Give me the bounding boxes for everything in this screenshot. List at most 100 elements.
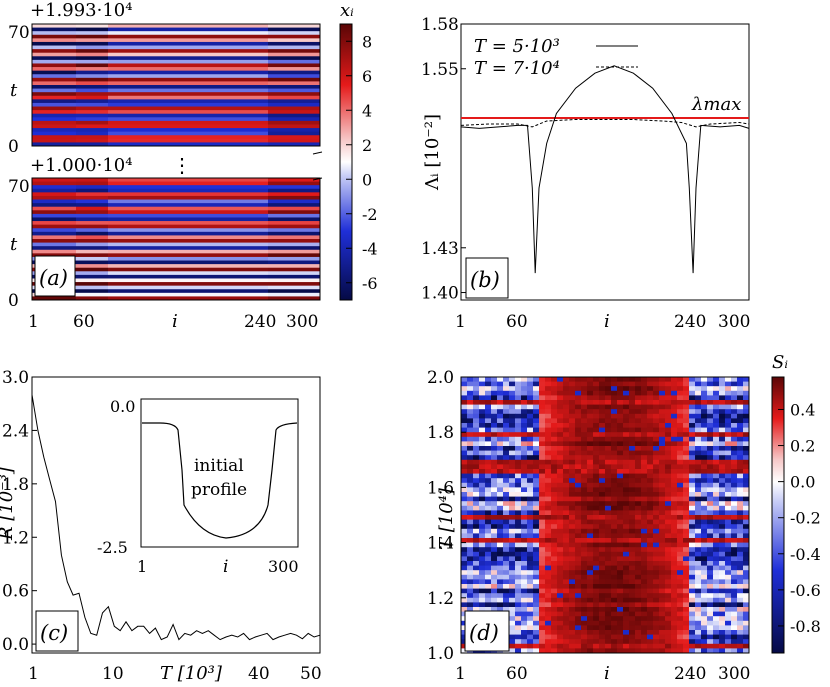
panel-d-heat-cell <box>485 469 492 474</box>
panel-a-heat-cell <box>268 231 320 236</box>
panel-d-heat-cell <box>569 423 576 428</box>
panel-d-heat-cell <box>599 501 606 507</box>
panel-d-heat-cell <box>515 418 522 424</box>
panel-d-heat-cell <box>503 505 510 511</box>
panel-a-heat-cell <box>76 142 108 147</box>
panel-d-heat-cell <box>587 473 594 479</box>
panel-d-heat-cell <box>701 533 708 539</box>
panel-d-heat-cell <box>719 432 726 438</box>
panel-d-heat-cell <box>581 607 588 612</box>
panel-d-heat-cell <box>677 648 684 654</box>
panel-d-heat-cell <box>635 528 642 534</box>
panel-d-heat-cell <box>587 551 594 557</box>
panel-d-heat-cell <box>713 625 720 631</box>
panel-d-heat-cell <box>629 510 636 516</box>
panel-d-heat-cell <box>515 565 522 571</box>
panel-d-heat-cell <box>479 436 486 442</box>
panel-d-heat-cell <box>731 551 738 557</box>
panel-d-heat-cell <box>671 441 678 447</box>
panel-d-heat-cell <box>539 593 546 599</box>
panel-a-top-frame <box>31 23 321 147</box>
panel-d-heat-cell <box>593 464 600 470</box>
panel-d-heat-cell <box>671 634 678 640</box>
panel-a-heat-cell <box>32 199 76 204</box>
panel-d-heat-cell <box>575 400 582 405</box>
panel-d-heat-cell <box>569 450 576 456</box>
panel-d-heat-cell <box>587 542 594 548</box>
panel-d-heat-cell <box>665 648 672 654</box>
panel-d-heat-cell <box>599 597 606 603</box>
panel-d-heat-cell <box>725 455 732 461</box>
panel-d-heat-cell <box>503 418 510 424</box>
panel-a-heat-cell <box>268 124 320 129</box>
panel-d-heat-cell <box>539 409 546 415</box>
panel-d-heat-cell <box>623 607 630 612</box>
panel-d-heat-cell <box>461 505 468 511</box>
panel-d-heat-cell <box>575 469 582 474</box>
panel-d-heat-cell <box>581 542 588 548</box>
panel-d-heat-cell <box>665 528 672 534</box>
panel-d-heat-cell <box>497 588 504 594</box>
panel-d-xtick-300: 300 <box>718 664 750 684</box>
panel-d-heat-cell <box>683 639 690 645</box>
panel-d-heat-cell <box>659 556 666 562</box>
panel-d-heat-cell <box>557 634 564 640</box>
panel-d-heat-cell <box>641 542 648 548</box>
panel-d-heat-cell <box>569 597 576 603</box>
panel-d-heat-cell <box>731 630 738 635</box>
panel-d-heat-cell <box>647 528 654 534</box>
panel-d-heat-cell <box>569 469 576 474</box>
panel-d-heat-cell <box>641 607 648 612</box>
panel-d-heat-cell <box>695 584 702 589</box>
panel-d-heat-cell <box>575 441 582 447</box>
panel-d-heat-cell <box>671 551 678 557</box>
panel-d-heat-cell <box>497 602 504 608</box>
panel-d-heat-cell <box>563 616 570 622</box>
panel-c-inset-ytick-top: 0.0 <box>110 397 135 416</box>
panel-d-heat-cell <box>599 588 606 594</box>
panel-d-heat-cell <box>581 400 588 405</box>
panel-a-heat-cell <box>76 260 108 265</box>
panel-d-heat-cell <box>743 413 750 419</box>
panel-d-heat-cell <box>563 482 570 488</box>
panel-d-heat-cell <box>647 561 654 566</box>
panel-d-heat-cell <box>521 478 528 484</box>
panel-a-heat-cell <box>76 59 108 64</box>
panel-d-heat-cell <box>635 404 642 410</box>
panel-d-heat-cell <box>707 377 714 382</box>
panel-d-heat-cell <box>695 639 702 645</box>
panel-d-ytick-label: 2.0 <box>427 368 454 388</box>
panel-d-heat-cell <box>605 648 612 654</box>
panel-a-xtick-1: 1 <box>28 312 39 332</box>
panel-d-heat-cell <box>701 602 708 608</box>
panel-d-heat-cell <box>641 423 648 428</box>
panel-a-heat-cell <box>76 113 108 118</box>
panel-d-heat-cell <box>521 487 528 493</box>
panel-d-heat-cell <box>521 528 528 534</box>
panel-d-heat-cell <box>683 427 690 433</box>
panel-d-heat-cell <box>623 588 630 594</box>
panel-d-heat-cell <box>557 418 564 424</box>
panel-d-heat-cell <box>707 528 714 534</box>
panel-d-heat-cell <box>473 551 480 557</box>
panel-d-heat-cell <box>467 501 474 507</box>
panel-d-heat-cell <box>677 556 684 562</box>
panel-d-heat-cell <box>653 620 660 626</box>
panel-d-heat-cell <box>575 565 582 571</box>
panel-d-heat-cell <box>509 487 516 493</box>
panel-d-heat-cell <box>629 611 636 617</box>
panel-d-heat-cell <box>491 556 498 562</box>
panel-d-heat-cell <box>671 643 678 649</box>
panel-d-heat-cell <box>515 404 522 410</box>
panel-d-heat-cell <box>641 630 648 635</box>
panel-a-heat-cell <box>108 135 268 140</box>
panel-d-heat-cell <box>713 505 720 511</box>
panel-d-heat-cell <box>665 556 672 562</box>
panel-d-heat-cell <box>479 510 486 516</box>
panel-a-heat-cell <box>108 106 268 111</box>
panel-a-heat-cell <box>76 67 108 72</box>
panel-a-heat-cell <box>108 120 268 125</box>
panel-a-heat-cell <box>76 49 108 54</box>
panel-d-heat-cell <box>671 395 678 401</box>
panel-a-heat-cell <box>32 221 76 226</box>
